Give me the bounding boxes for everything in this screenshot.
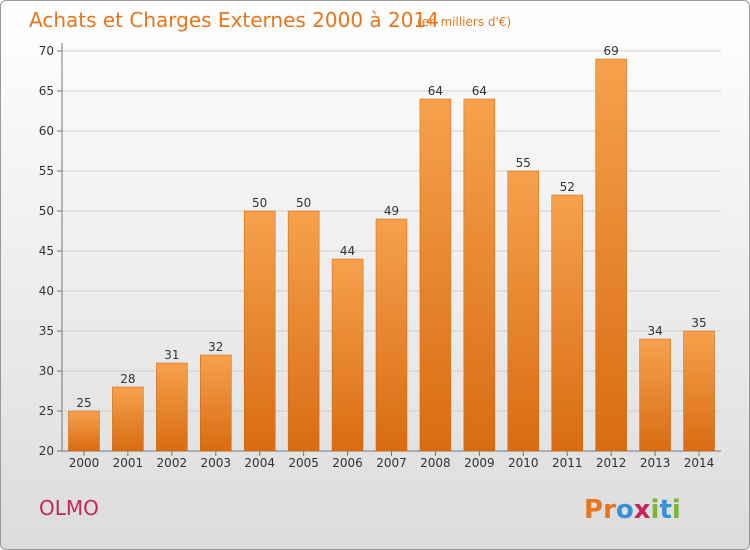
bar-2008 [419,98,452,452]
value-label: 50 [252,196,267,210]
value-label: 64 [428,84,443,98]
x-tick-label: 2004 [244,456,275,470]
bar-2013 [639,338,671,452]
x-tick-label: 2008 [420,456,451,470]
logo-letter: x [634,495,651,525]
value-label: 69 [604,44,619,58]
y-tick-label: 25 [39,404,54,418]
bar-2010 [507,170,540,452]
logo-letter: P [584,495,603,525]
bars [68,58,715,452]
value-label: 49 [384,204,399,218]
logo-letter: i [651,495,660,525]
x-tick-label: 2013 [640,456,671,470]
proxiti-logo: Proxiti [584,495,681,525]
y-tick-label: 60 [39,124,54,138]
bar-2004 [243,210,276,452]
bar-2009 [463,98,496,452]
value-label: 55 [516,156,531,170]
y-tick-label: 65 [39,84,54,98]
y-tick-label: 50 [39,204,54,218]
x-tick-label: 2007 [376,456,407,470]
x-tick-label: 2012 [596,456,627,470]
bar-2002 [156,362,188,452]
value-label: 32 [208,340,223,354]
value-label: 35 [691,316,706,330]
bar-2001 [112,386,144,452]
x-tick-labels: 2000 2001 2002 2003 2004 2005 2006 2007 2008 2009… [69,451,715,470]
logo-letter: i [672,495,681,525]
logo-letter: t [659,495,671,525]
value-label: 34 [647,324,662,338]
value-label: 52 [560,180,575,194]
value-label: 28 [120,372,135,386]
x-tick-label: 2010 [508,456,539,470]
x-tick-label: 2014 [684,456,715,470]
bar-2003 [200,354,232,452]
bar-2012 [595,58,627,452]
value-label: 50 [296,196,311,210]
y-tick-label: 30 [39,364,54,378]
value-label: 31 [164,348,179,362]
x-tick-label: 2011 [552,456,583,470]
y-tick-label: 55 [39,164,54,178]
x-tick-label: 2006 [332,456,363,470]
bar-2006 [331,258,364,452]
x-tick-label: 2000 [69,456,100,470]
bar-2000 [68,410,100,452]
bar-2007 [375,218,408,452]
x-tick-label: 2001 [113,456,144,470]
logo-letter: r [603,495,616,525]
x-tick-label: 2009 [464,456,495,470]
bar-2011 [551,194,583,452]
x-tick-label: 2003 [200,456,231,470]
place-name: OLMO [39,496,99,520]
logo-letter: o [616,495,634,525]
y-tick-label: 70 [39,44,54,58]
bar-2005 [287,210,320,452]
bar-2014 [683,330,715,452]
x-tick-label: 2002 [157,456,188,470]
value-label: 25 [76,396,91,410]
chart-title: Achats et Charges Externes 2000 à 2014 [29,8,439,32]
y-tick-label: 40 [39,284,54,298]
y-tick-label: 45 [39,244,54,258]
value-label: 44 [340,244,355,258]
value-label: 64 [472,84,487,98]
y-tick-label: 35 [39,324,54,338]
chart-subtitle: (en milliers d'€) [417,15,511,29]
y-tick-label: 20 [39,444,54,458]
y-tick-labels: 20 25 30 35 40 45 50 55 60 65 70 [39,44,54,458]
x-tick-label: 2005 [288,456,319,470]
data-labels: 25 28 31 32 50 50 44 49 64 64 55 52 69 34 35 [76,44,706,410]
